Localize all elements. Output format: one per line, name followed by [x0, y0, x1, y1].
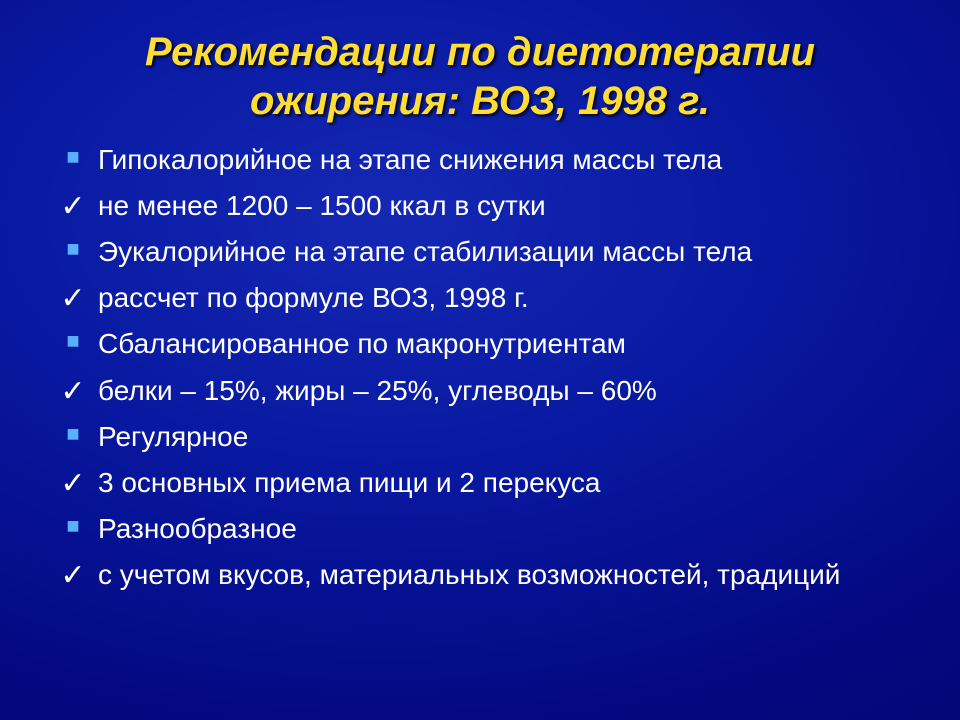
- list-item: ✓ 3 основных приема пищи и 2 перекуса: [52, 467, 930, 499]
- check-bullet-icon: ✓: [58, 282, 88, 317]
- list-item-text: белки – 15%, жиры – 25%, углеводы – 60%: [98, 375, 657, 406]
- list-item: ✓ белки – 15%, жиры – 25%, углеводы – 60…: [52, 375, 930, 407]
- slide: Рекомендации по диетотерапии ожирения: В…: [0, 0, 960, 720]
- square-bullet-icon: ■: [58, 144, 88, 169]
- check-bullet-icon: ✓: [58, 467, 88, 502]
- title-line-2: ожирения: ВОЗ, 1998 г.: [50, 77, 910, 126]
- list-item: ■ Гипокалорийное на этапе снижения массы…: [52, 144, 930, 176]
- square-bullet-icon: ■: [58, 236, 88, 261]
- list-item: ■ Регулярное: [52, 421, 930, 453]
- check-bullet-icon: ✓: [58, 375, 88, 410]
- list-item-text: Регулярное: [98, 421, 248, 452]
- list-item: ✓ не менее 1200 – 1500 ккал в сутки: [52, 190, 930, 222]
- check-bullet-icon: ✓: [58, 559, 88, 594]
- check-bullet-icon: ✓: [58, 190, 88, 225]
- list-item-text: Гипокалорийное на этапе снижения массы т…: [98, 144, 722, 175]
- slide-title: Рекомендации по диетотерапии ожирения: В…: [20, 28, 940, 126]
- list-item: ✓ с учетом вкусов, материальных возможно…: [52, 559, 930, 591]
- square-bullet-icon: ■: [58, 513, 88, 538]
- square-bullet-icon: ■: [58, 328, 88, 353]
- list-item: ■ Эукалорийное на этапе стабилизации мас…: [52, 236, 930, 268]
- bullet-list: ■ Гипокалорийное на этапе снижения массы…: [20, 144, 940, 592]
- square-bullet-icon: ■: [58, 421, 88, 446]
- title-line-1: Рекомендации по диетотерапии: [50, 28, 910, 77]
- list-item: ✓ рассчет по формуле ВОЗ, 1998 г.: [52, 282, 930, 314]
- list-item-text: Эукалорийное на этапе стабилизации массы…: [98, 236, 752, 267]
- list-item-text: не менее 1200 – 1500 ккал в сутки: [98, 190, 546, 221]
- list-item-text: с учетом вкусов, материальных возможност…: [98, 559, 840, 590]
- list-item-text: Сбалансированное по макронутриентам: [98, 328, 626, 359]
- list-item-text: рассчет по формуле ВОЗ, 1998 г.: [98, 282, 529, 313]
- list-item: ■ Сбалансированное по макронутриентам: [52, 328, 930, 360]
- list-item: ■ Разнообразное: [52, 513, 930, 545]
- list-item-text: 3 основных приема пищи и 2 перекуса: [98, 467, 600, 498]
- list-item-text: Разнообразное: [98, 513, 297, 544]
